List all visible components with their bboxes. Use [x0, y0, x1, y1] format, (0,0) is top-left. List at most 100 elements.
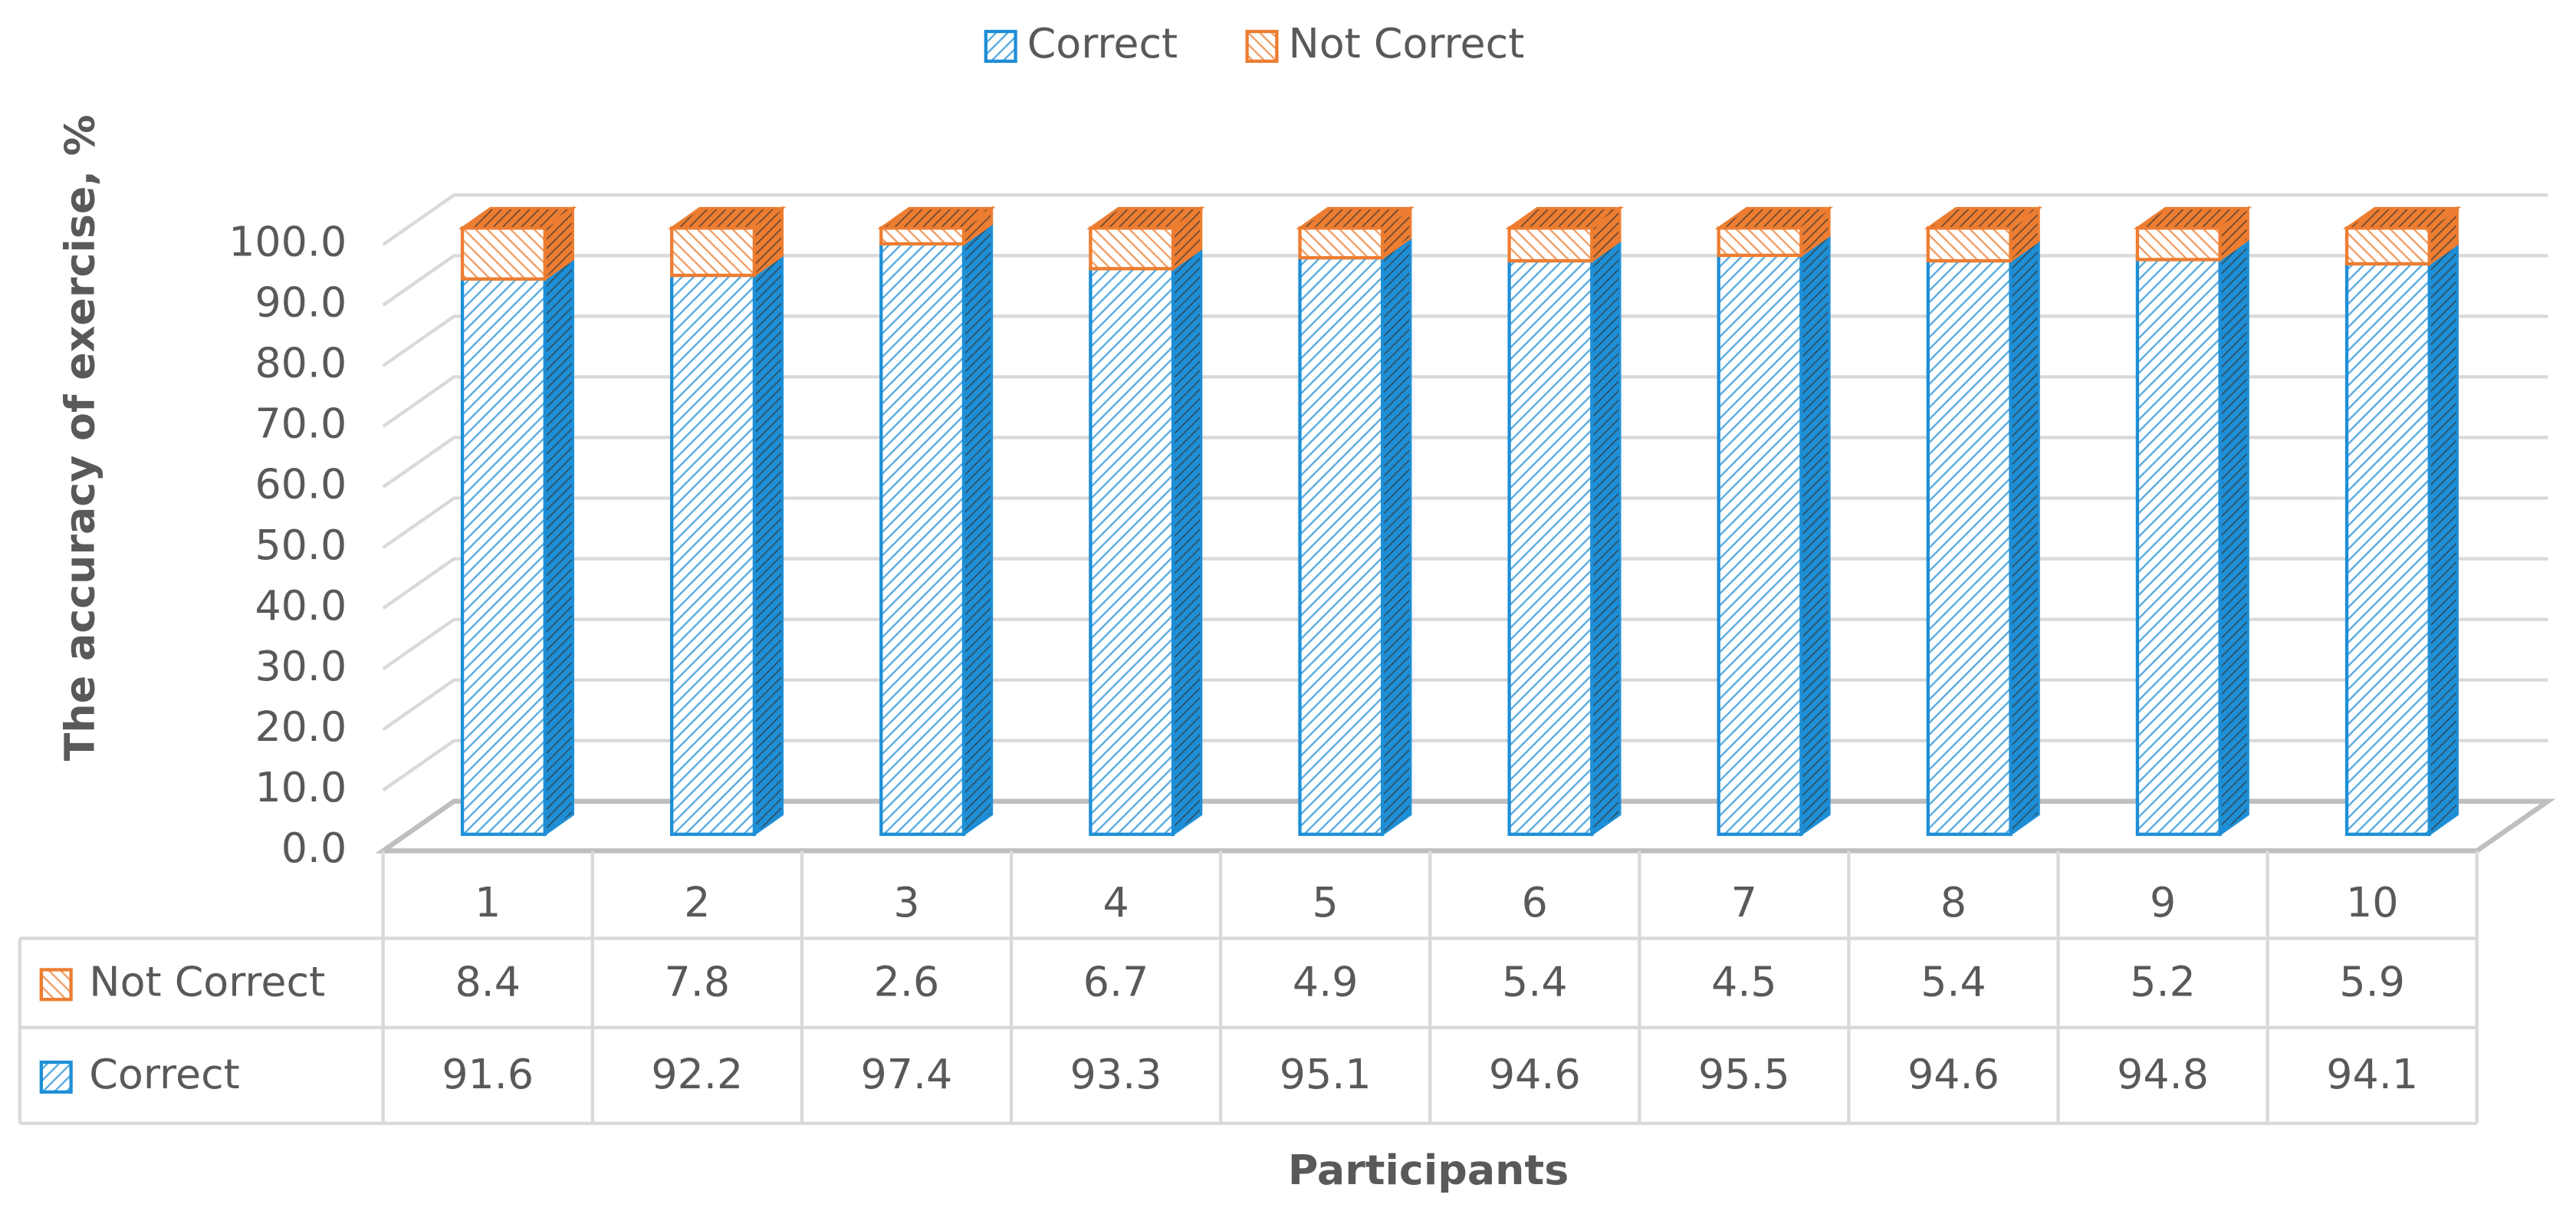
legend-key — [1245, 29, 1279, 63]
grid-line — [382, 557, 2548, 610]
bar-top — [2133, 206, 2252, 229]
y-tick-label: 90.0 — [255, 278, 347, 327]
table-value: 92.2 — [651, 1050, 743, 1098]
table-value: 4.5 — [1711, 957, 1777, 1005]
floor — [375, 798, 2556, 854]
legend-label: Not Correct — [1288, 19, 1524, 67]
grid-line — [382, 375, 2548, 428]
x-tick-label: 6 — [1522, 878, 1548, 926]
bar — [1507, 226, 1594, 263]
bar-top — [668, 206, 787, 229]
x-tick-label: 3 — [893, 878, 919, 926]
bar-side — [1171, 246, 1203, 837]
bar-side — [2009, 239, 2040, 837]
table-legend-key — [39, 968, 73, 1002]
bar-top — [1505, 206, 1625, 229]
bar-side — [2428, 242, 2459, 837]
grid-line — [382, 193, 2548, 246]
bar-top — [1086, 206, 1205, 229]
bar — [670, 273, 757, 836]
y-tick-label: 100.0 — [228, 218, 347, 266]
table-row-label: Correct — [89, 1050, 239, 1098]
x-tick-label: 7 — [1731, 878, 1757, 926]
x-tick-label: 4 — [1102, 878, 1129, 926]
bar-top — [458, 206, 577, 229]
table-value: 94.6 — [1489, 1050, 1581, 1098]
grid-line — [382, 678, 2548, 732]
bar-top — [2342, 206, 2462, 229]
table-value: 5.4 — [1921, 957, 1986, 1005]
y-tick-label: 20.0 — [255, 703, 347, 751]
bar-side — [962, 221, 994, 837]
x-tick-label: 1 — [475, 878, 501, 926]
y-tick-label: 70.0 — [255, 400, 347, 448]
bar — [1089, 267, 1175, 836]
grid-line — [382, 617, 2548, 670]
bar — [2135, 258, 2222, 836]
grid-line — [382, 739, 2548, 792]
bar — [879, 226, 966, 246]
table-value: 5.9 — [2339, 957, 2405, 1005]
legend: Correct Not Correct — [984, 19, 1524, 67]
bar-top — [877, 206, 996, 229]
bar-side — [544, 256, 574, 837]
bar-side — [1590, 239, 1622, 837]
bar — [1717, 253, 1803, 836]
y-tick-label: 80.0 — [255, 339, 347, 387]
bar-top — [1714, 206, 1834, 229]
grid-line — [382, 436, 2548, 489]
table-value: 94.6 — [1907, 1050, 1999, 1098]
table-value: 7.8 — [665, 957, 731, 1005]
table-value: 95.1 — [1280, 1050, 1372, 1098]
y-tick-label: 50.0 — [255, 521, 347, 569]
table-value: 97.4 — [861, 1050, 953, 1098]
bar-side — [1381, 235, 1412, 837]
table-value: 95.5 — [1698, 1050, 1790, 1098]
y-tick-label: 0.0 — [281, 824, 347, 872]
bar — [1298, 255, 1385, 836]
bar — [1507, 258, 1594, 836]
bar — [1926, 258, 2013, 836]
bar-top — [1296, 206, 1414, 229]
table-row-label: Not Correct — [89, 957, 325, 1005]
x-tick-label: 5 — [1313, 878, 1339, 926]
table-value: 93.3 — [1070, 1050, 1162, 1098]
table-value: 2.6 — [874, 957, 940, 1005]
bar-top — [1924, 206, 2043, 229]
bar-side — [2219, 237, 2249, 837]
bar — [1717, 226, 1803, 258]
y-tick-label: 60.0 — [255, 460, 347, 508]
x-axis-title: Participants — [1288, 1146, 1569, 1194]
bar — [670, 226, 757, 278]
bar — [2344, 226, 2431, 266]
x-tick-label: 2 — [684, 878, 710, 926]
x-tick-label: 9 — [2150, 878, 2176, 926]
y-tick-label: 40.0 — [255, 581, 347, 630]
table-value: 94.8 — [2117, 1050, 2209, 1098]
y-axis-title: The accuracy of exercise, % — [55, 114, 104, 761]
y-tick-label: 10.0 — [255, 763, 347, 811]
legend-key — [984, 29, 1017, 63]
bar — [1089, 226, 1175, 271]
grid-line — [382, 314, 2548, 367]
bar — [460, 226, 547, 281]
table-value: 8.4 — [455, 957, 521, 1005]
bar — [1298, 226, 1385, 260]
table-value: 94.1 — [2326, 1050, 2418, 1098]
x-tick-label: 10 — [2346, 878, 2399, 926]
grid-line — [382, 496, 2548, 549]
table-value: 4.9 — [1293, 957, 1359, 1005]
bar — [460, 277, 547, 836]
bar — [2344, 262, 2431, 836]
table-legend-key — [39, 1060, 73, 1094]
bar — [879, 242, 966, 836]
table-value: 5.2 — [2130, 957, 2196, 1005]
bar-side — [1799, 232, 1831, 837]
table-value: 6.7 — [1083, 957, 1149, 1005]
grid-line — [382, 254, 2548, 307]
y-tick-label: 30.0 — [255, 642, 347, 690]
legend-label: Correct — [1027, 19, 1178, 67]
bar-side — [753, 253, 784, 837]
